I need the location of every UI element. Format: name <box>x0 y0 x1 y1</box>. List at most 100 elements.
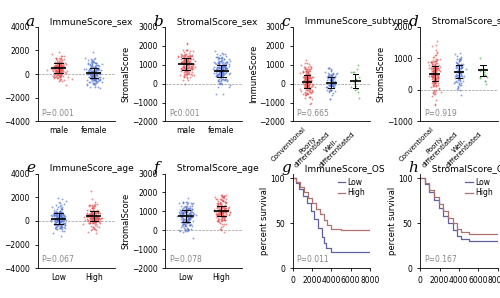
Point <box>86 212 94 216</box>
Point <box>434 67 442 72</box>
Point <box>223 79 231 84</box>
Point <box>182 223 190 228</box>
Point <box>305 85 313 89</box>
Point <box>176 61 184 66</box>
Point <box>222 205 230 210</box>
Point <box>210 207 218 212</box>
Point <box>56 215 64 220</box>
Point <box>450 80 458 84</box>
Point <box>58 223 66 228</box>
Point <box>213 74 221 78</box>
Point <box>220 194 228 198</box>
Point <box>181 57 189 61</box>
Point <box>430 68 438 73</box>
Point <box>220 69 228 73</box>
Point <box>90 227 98 232</box>
Point <box>454 86 462 90</box>
Point <box>212 212 220 216</box>
Point <box>54 62 62 66</box>
Point <box>53 212 61 216</box>
Text: ImmuneScore_OS: ImmuneScore_OS <box>299 164 384 173</box>
Point <box>56 64 64 69</box>
Point <box>306 76 314 81</box>
Point <box>95 64 103 69</box>
Point <box>174 210 182 215</box>
Text: P=0.001: P=0.001 <box>42 109 74 118</box>
Point <box>95 219 103 224</box>
Point <box>456 73 464 78</box>
Point <box>52 67 60 72</box>
Point <box>88 76 96 81</box>
Point <box>431 62 439 67</box>
Point <box>226 83 234 87</box>
Point <box>306 101 314 106</box>
Point <box>304 61 312 66</box>
Point <box>56 219 64 224</box>
Point <box>51 71 59 76</box>
Point <box>428 54 436 59</box>
Point <box>190 236 198 241</box>
Point <box>93 210 101 215</box>
Point <box>92 212 100 217</box>
Point <box>213 213 221 218</box>
Point <box>430 73 438 77</box>
Point <box>301 81 309 86</box>
Point <box>96 74 104 79</box>
Point <box>88 59 96 63</box>
Point <box>212 61 220 66</box>
Point <box>54 216 62 221</box>
Point <box>90 85 98 89</box>
Point <box>55 60 63 64</box>
Point <box>187 221 195 226</box>
Point <box>183 225 191 230</box>
Point <box>216 227 224 232</box>
Point <box>90 206 98 210</box>
Point <box>57 207 65 212</box>
Point <box>426 67 434 72</box>
Point <box>92 77 100 82</box>
Point <box>216 69 224 74</box>
Point <box>90 211 98 215</box>
Point <box>328 84 336 89</box>
Point <box>86 220 94 225</box>
Point <box>88 218 96 222</box>
Point <box>433 67 441 72</box>
Point <box>188 66 196 71</box>
Point <box>56 219 64 224</box>
Point <box>90 215 98 220</box>
Point <box>54 76 62 80</box>
Point <box>54 209 62 214</box>
Point <box>220 199 228 204</box>
Point <box>182 228 190 233</box>
Point <box>182 42 190 46</box>
Point <box>218 71 226 76</box>
Point <box>92 79 100 83</box>
Point <box>218 195 226 199</box>
Point <box>214 77 222 82</box>
Point <box>86 217 94 222</box>
Point <box>324 75 332 80</box>
Point <box>94 67 102 72</box>
Point <box>306 74 314 79</box>
Point <box>61 220 69 225</box>
Point <box>452 53 460 58</box>
Point <box>58 57 66 62</box>
Point <box>58 68 66 73</box>
Point <box>58 56 66 60</box>
Point <box>302 82 310 87</box>
Point <box>304 68 312 73</box>
Point <box>222 201 230 205</box>
Point <box>480 67 488 72</box>
Point <box>92 66 100 71</box>
Point <box>302 73 310 78</box>
Point <box>222 209 230 213</box>
Point <box>218 68 226 73</box>
Point <box>92 61 100 66</box>
Point <box>51 213 59 218</box>
Point <box>86 69 94 74</box>
Point <box>218 78 226 83</box>
Point <box>214 54 222 59</box>
Point <box>52 203 60 207</box>
Point <box>183 60 191 65</box>
Point <box>306 79 314 84</box>
